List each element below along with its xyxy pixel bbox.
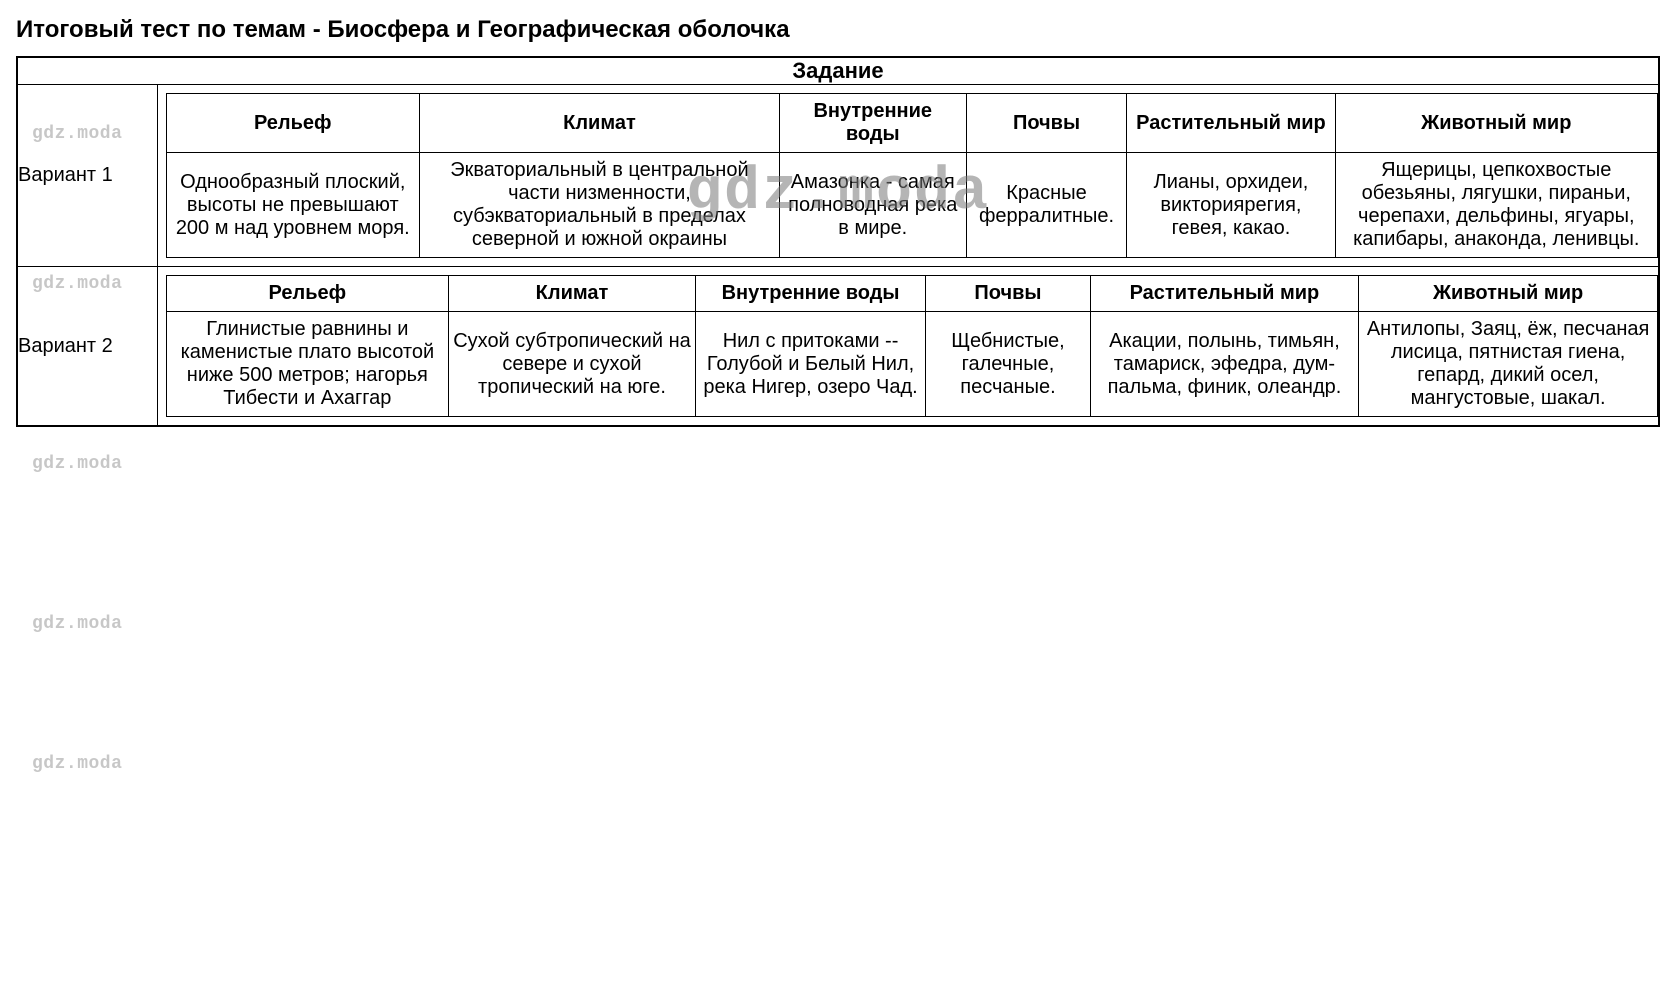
inner-table-variant-1: Рельеф Климат Внутренние воды Почвы Раст… <box>166 93 1659 258</box>
table-row: Однообразный плоский, высоты не превышаю… <box>166 153 1658 258</box>
col-header-relief: Рельеф <box>166 94 420 153</box>
watermark-side: gdz.moda <box>32 454 122 474</box>
cell-climate: Сухой субтропический на севере и сухой т… <box>449 312 696 417</box>
cell-waters: Амазонка - самая полноводная река в мире… <box>779 153 966 258</box>
col-header-relief: Рельеф <box>166 276 449 312</box>
variant-row: Вариант 1 Рельеф Климат Внутренние воды … <box>17 85 1659 267</box>
col-header-soils: Почвы <box>926 276 1090 312</box>
variant-content-cell: Рельеф Климат Внутренние воды Почвы Раст… <box>157 85 1659 267</box>
page-title: Итоговый тест по темам - Биосфера и Геог… <box>16 16 1660 44</box>
col-header-waters: Внутренние воды <box>779 94 966 153</box>
col-header-climate: Климат <box>449 276 696 312</box>
task-header: Задание <box>17 57 1659 85</box>
cell-fauna: Ящерицы, цепкохвостые обезьяны, лягушки,… <box>1335 153 1657 258</box>
cell-fauna: Антилопы, Заяц, ёж, песчаная лисица, пят… <box>1359 312 1658 417</box>
col-header-climate: Климат <box>420 94 780 153</box>
inner-table-variant-2: Рельеф Климат Внутренние воды Почвы Раст… <box>166 275 1659 417</box>
col-header-fauna: Животный мир <box>1335 94 1657 153</box>
cell-soils: Красные ферралитные. <box>966 153 1127 258</box>
table-row: Глинистые равнины и каменистые плато выс… <box>166 312 1658 417</box>
variant-label: Вариант 1 <box>17 85 157 267</box>
cell-climate: Экваториальный в центральной части низме… <box>420 153 780 258</box>
col-header-flora: Растительный мир <box>1090 276 1359 312</box>
cell-flora: Лианы, орхидеи, викториярегия, гевея, ка… <box>1127 153 1335 258</box>
col-header-flora: Растительный мир <box>1127 94 1335 153</box>
watermark-side: gdz.moda <box>32 754 122 774</box>
variant-row: Вариант 2 Рельеф Климат Внутренние воды … <box>17 267 1659 427</box>
page-container: Итоговый тест по темам - Биосфера и Геог… <box>16 16 1660 427</box>
cell-waters: Нил с притоками -- Голубой и Белый Нил, … <box>695 312 926 417</box>
cell-relief: Однообразный плоский, высоты не превышаю… <box>166 153 420 258</box>
cell-relief: Глинистые равнины и каменистые плато выс… <box>166 312 449 417</box>
variant-content-cell: Рельеф Климат Внутренние воды Почвы Раст… <box>157 267 1659 427</box>
outer-table: Задание Вариант 1 Рельеф Климат Внутренн… <box>16 56 1660 427</box>
variant-label: Вариант 2 <box>17 267 157 427</box>
watermark-side: gdz.moda <box>32 614 122 634</box>
cell-soils: Щебнистые, галечные, песчаные. <box>926 312 1090 417</box>
col-header-soils: Почвы <box>966 94 1127 153</box>
col-header-fauna: Животный мир <box>1359 276 1658 312</box>
col-header-waters: Внутренние воды <box>695 276 926 312</box>
cell-flora: Акации, полынь, тимьян, тамариск, эфедра… <box>1090 312 1359 417</box>
